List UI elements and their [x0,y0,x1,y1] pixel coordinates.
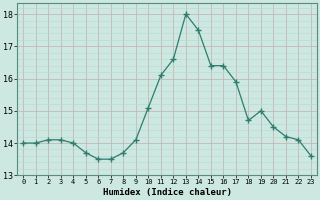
X-axis label: Humidex (Indice chaleur): Humidex (Indice chaleur) [103,188,232,197]
